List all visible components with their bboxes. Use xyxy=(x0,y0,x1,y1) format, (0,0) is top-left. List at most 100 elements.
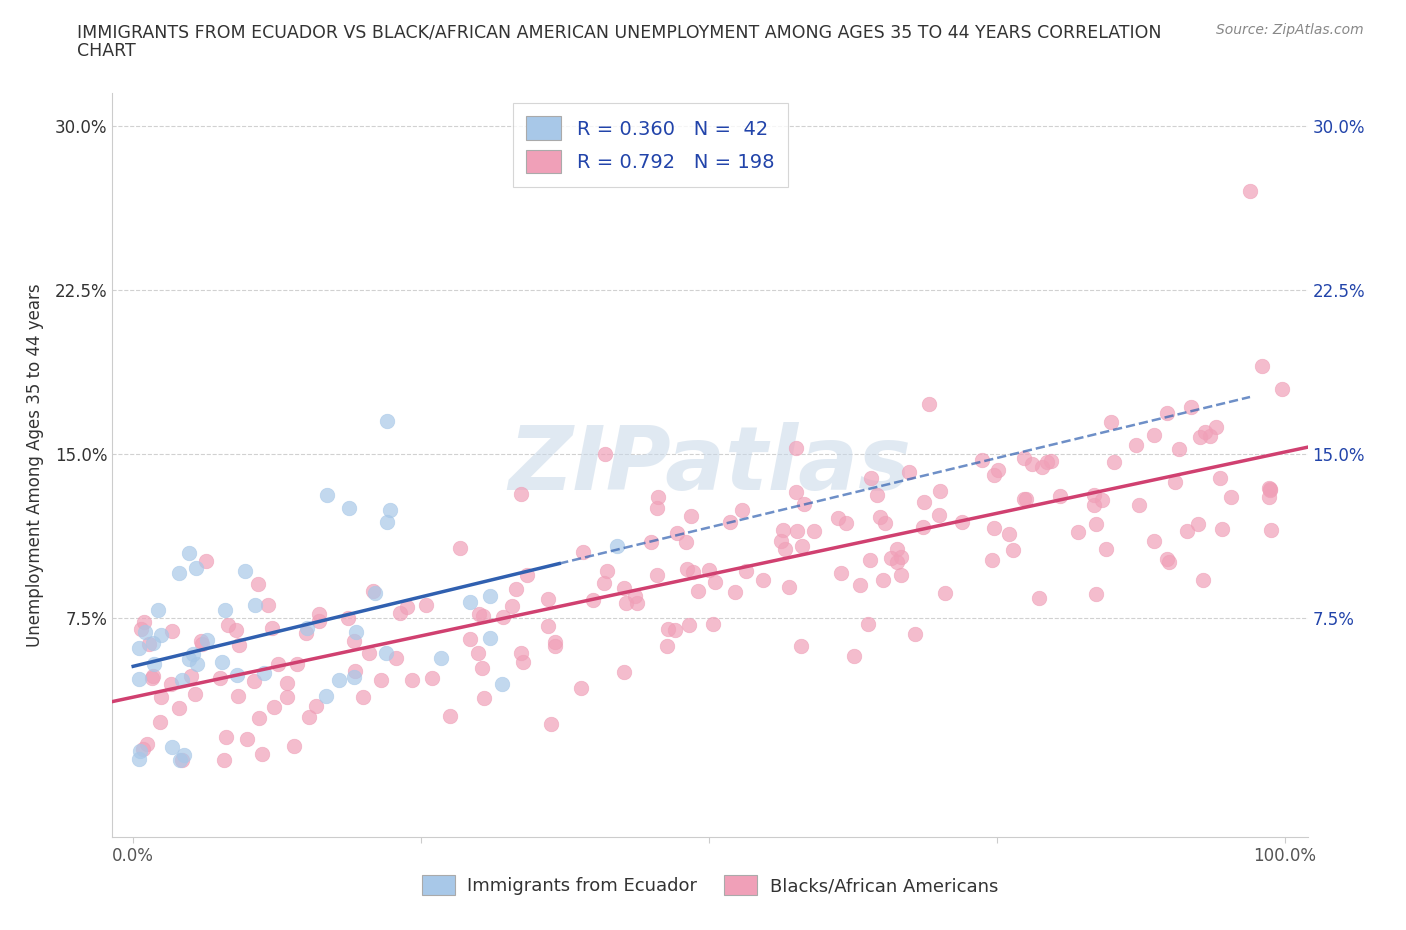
Point xyxy=(1083,487,1105,502)
Point xyxy=(370,672,392,687)
Point xyxy=(890,550,912,565)
Point xyxy=(1015,491,1038,506)
Point xyxy=(537,618,560,633)
Point xyxy=(912,495,935,510)
Point xyxy=(859,552,882,567)
Point xyxy=(233,564,256,578)
Point xyxy=(1028,591,1050,605)
Text: CHART: CHART xyxy=(77,42,136,60)
Point xyxy=(257,598,280,613)
Point xyxy=(308,606,330,621)
Point xyxy=(510,645,533,660)
Point xyxy=(1091,493,1114,508)
Point xyxy=(983,521,1005,536)
Point xyxy=(160,677,183,692)
Point xyxy=(593,446,616,461)
Point xyxy=(1199,429,1222,444)
Point xyxy=(752,572,775,587)
Point xyxy=(337,500,360,515)
Point xyxy=(1083,498,1105,512)
Point xyxy=(228,638,250,653)
Point xyxy=(167,700,190,715)
Point xyxy=(789,638,811,653)
Point xyxy=(697,563,720,578)
Point xyxy=(401,672,423,687)
Point xyxy=(298,710,321,724)
Point xyxy=(467,645,489,660)
Point xyxy=(569,680,592,695)
Legend: Immigrants from Ecuador, Blacks/African Americans: Immigrants from Ecuador, Blacks/African … xyxy=(415,868,1005,902)
Point xyxy=(228,689,250,704)
Point xyxy=(128,640,150,655)
Point xyxy=(170,672,193,687)
Point xyxy=(179,545,201,560)
Point xyxy=(128,671,150,686)
Point xyxy=(385,650,408,665)
Point xyxy=(886,542,908,557)
Point xyxy=(211,655,233,670)
Point xyxy=(872,573,894,588)
Point xyxy=(657,622,679,637)
Point xyxy=(676,562,699,577)
Point xyxy=(869,510,891,525)
Point xyxy=(1260,483,1282,498)
Point xyxy=(987,463,1010,478)
Point xyxy=(169,753,191,768)
Point xyxy=(468,606,491,621)
Point xyxy=(875,516,897,531)
Point xyxy=(540,717,562,732)
Point xyxy=(135,737,157,751)
Point xyxy=(830,565,852,580)
Point xyxy=(1219,490,1241,505)
Y-axis label: Unemployment Among Ages 35 to 44 years: Unemployment Among Ages 35 to 44 years xyxy=(25,284,44,646)
Point xyxy=(375,515,398,530)
Point xyxy=(378,503,401,518)
Point xyxy=(343,633,366,648)
Point xyxy=(458,631,481,646)
Point xyxy=(471,660,494,675)
Point xyxy=(1128,498,1150,512)
Point xyxy=(501,599,523,614)
Point xyxy=(294,625,316,640)
Point xyxy=(626,595,648,610)
Point xyxy=(160,623,183,638)
Point xyxy=(243,673,266,688)
Point xyxy=(217,618,239,632)
Point xyxy=(718,514,741,529)
Point xyxy=(375,414,398,429)
Point xyxy=(827,511,849,525)
Point xyxy=(731,503,754,518)
Point xyxy=(316,487,339,502)
Point xyxy=(374,645,396,660)
Point xyxy=(898,464,921,479)
Point xyxy=(880,551,903,565)
Point xyxy=(912,520,935,535)
Point xyxy=(657,638,679,653)
Point xyxy=(647,490,669,505)
Point xyxy=(478,631,501,645)
Point xyxy=(190,633,212,648)
Point xyxy=(315,689,337,704)
Point xyxy=(675,535,697,550)
Text: Source: ZipAtlas.com: Source: ZipAtlas.com xyxy=(1216,23,1364,37)
Point xyxy=(276,689,298,704)
Point xyxy=(929,484,952,498)
Point xyxy=(688,584,710,599)
Point xyxy=(141,635,163,650)
Point xyxy=(491,676,513,691)
Point xyxy=(1001,543,1024,558)
Point xyxy=(1260,523,1282,538)
Point xyxy=(981,552,1004,567)
Point xyxy=(1205,419,1227,434)
Point xyxy=(704,575,727,590)
Point xyxy=(890,567,912,582)
Point xyxy=(1239,184,1261,199)
Point xyxy=(439,709,461,724)
Point xyxy=(181,646,204,661)
Point xyxy=(262,621,284,636)
Point xyxy=(735,564,758,578)
Point xyxy=(998,526,1021,541)
Point xyxy=(1180,399,1202,414)
Point xyxy=(778,579,800,594)
Point xyxy=(253,666,276,681)
